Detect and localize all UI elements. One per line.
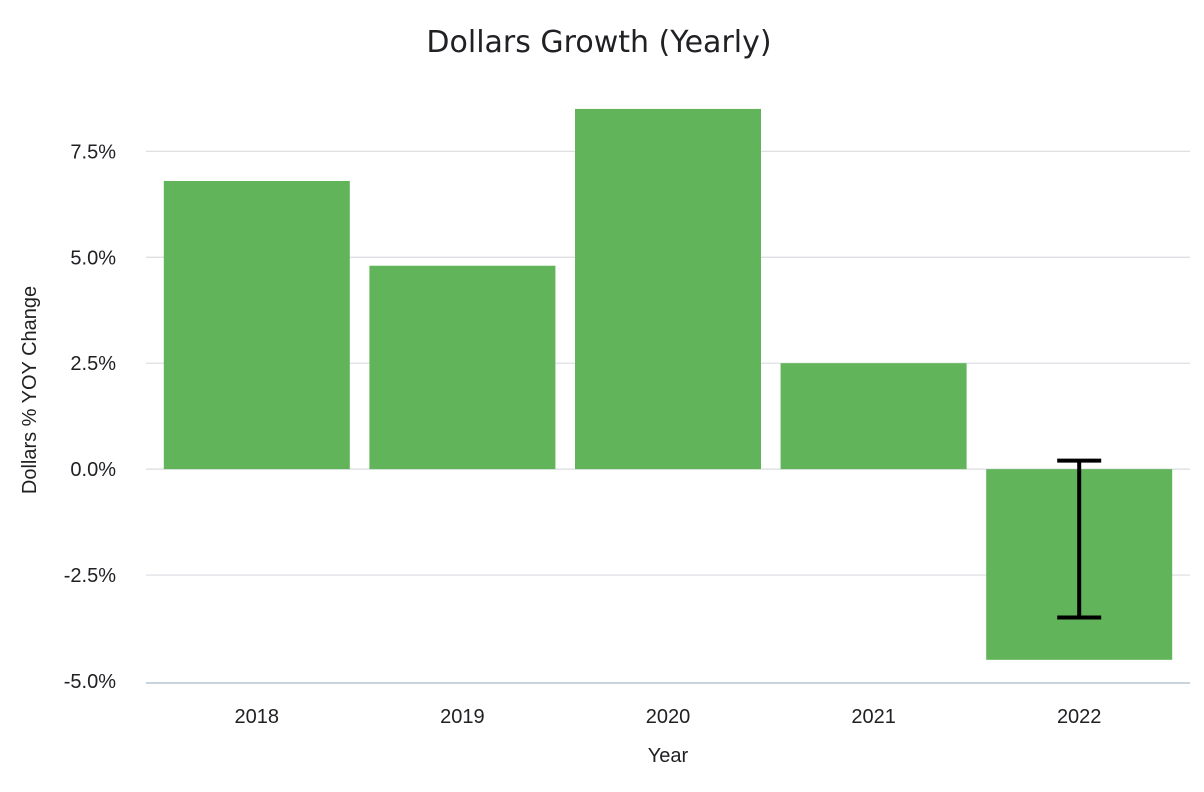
- x-axis-title: Year: [648, 745, 689, 767]
- y-tick-label: -5.0%: [64, 671, 116, 693]
- y-axis-title: Dollars % YOY Change: [19, 286, 41, 494]
- x-tick-label: 2019: [440, 706, 485, 728]
- y-tick-label: 5.0%: [70, 247, 116, 269]
- y-axis-ticks: -5.0% -2.5% 0.0% 2.5% 5.0% 7.5%: [64, 141, 116, 693]
- x-axis-ticks: 2018 2019 2020 2021 2022: [235, 706, 1102, 728]
- y-tick-label: 0.0%: [70, 459, 116, 481]
- y-tick-label: 2.5%: [70, 353, 116, 375]
- chart-title: Dollars Growth (Yearly): [426, 25, 771, 60]
- bar-2018: [163, 180, 350, 470]
- bar-2019: [369, 265, 556, 470]
- x-tick-label: 2021: [851, 706, 896, 728]
- bar-2021: [780, 363, 967, 470]
- y-tick-label: 7.5%: [70, 141, 116, 163]
- x-tick-label: 2020: [646, 706, 691, 728]
- bar-2020: [575, 108, 761, 470]
- x-tick-label: 2018: [235, 706, 280, 728]
- x-tick-label: 2022: [1057, 706, 1102, 728]
- bars: [163, 108, 1173, 660]
- error-bars: [1057, 458, 1102, 620]
- y-tick-label: -2.5%: [64, 565, 116, 587]
